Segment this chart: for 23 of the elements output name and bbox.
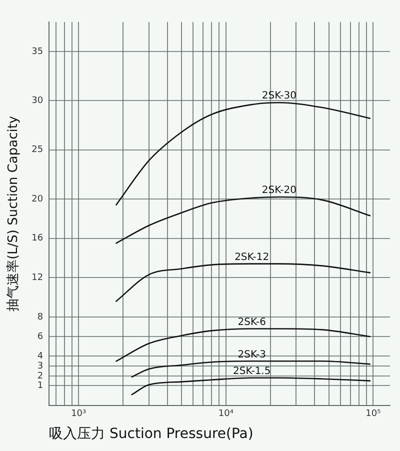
y-tick-label: 16 <box>32 234 44 244</box>
y-tick-label: 3 <box>37 361 44 372</box>
series-label: 2SK-12 <box>234 252 270 263</box>
y-tick-label: 4 <box>37 352 44 362</box>
y-tick-label: 25 <box>32 145 44 156</box>
series-label: 2SK-6 <box>238 316 266 328</box>
x-tick-label: 10³ <box>71 409 87 420</box>
y-tick-label: 35 <box>32 46 44 57</box>
series-label: 2SK-20 <box>262 185 296 196</box>
x-axis-title: 吸入压力 Suction Pressure(Pa) <box>49 426 254 442</box>
y-tick-label: 20 <box>32 194 44 204</box>
y-tick-label: 8 <box>37 312 44 322</box>
y-tick-label: 30 <box>32 96 44 106</box>
series-label: 2SK-3 <box>238 349 266 360</box>
series-label: 2SK-1.5 <box>232 366 271 377</box>
y-tick-label: 12 <box>32 272 44 283</box>
y-tick-label: 1 <box>37 381 44 392</box>
y-tick-label: 6 <box>37 332 44 342</box>
y-axis-title: 抽气速率(L/S) Suction Capacity <box>5 116 22 312</box>
y-tick-label: 2 <box>37 371 44 382</box>
x-tick-label: 10⁴ <box>218 409 234 420</box>
series-label: 2SK-30 <box>262 90 296 102</box>
x-tick-label: 10⁵ <box>366 409 382 420</box>
